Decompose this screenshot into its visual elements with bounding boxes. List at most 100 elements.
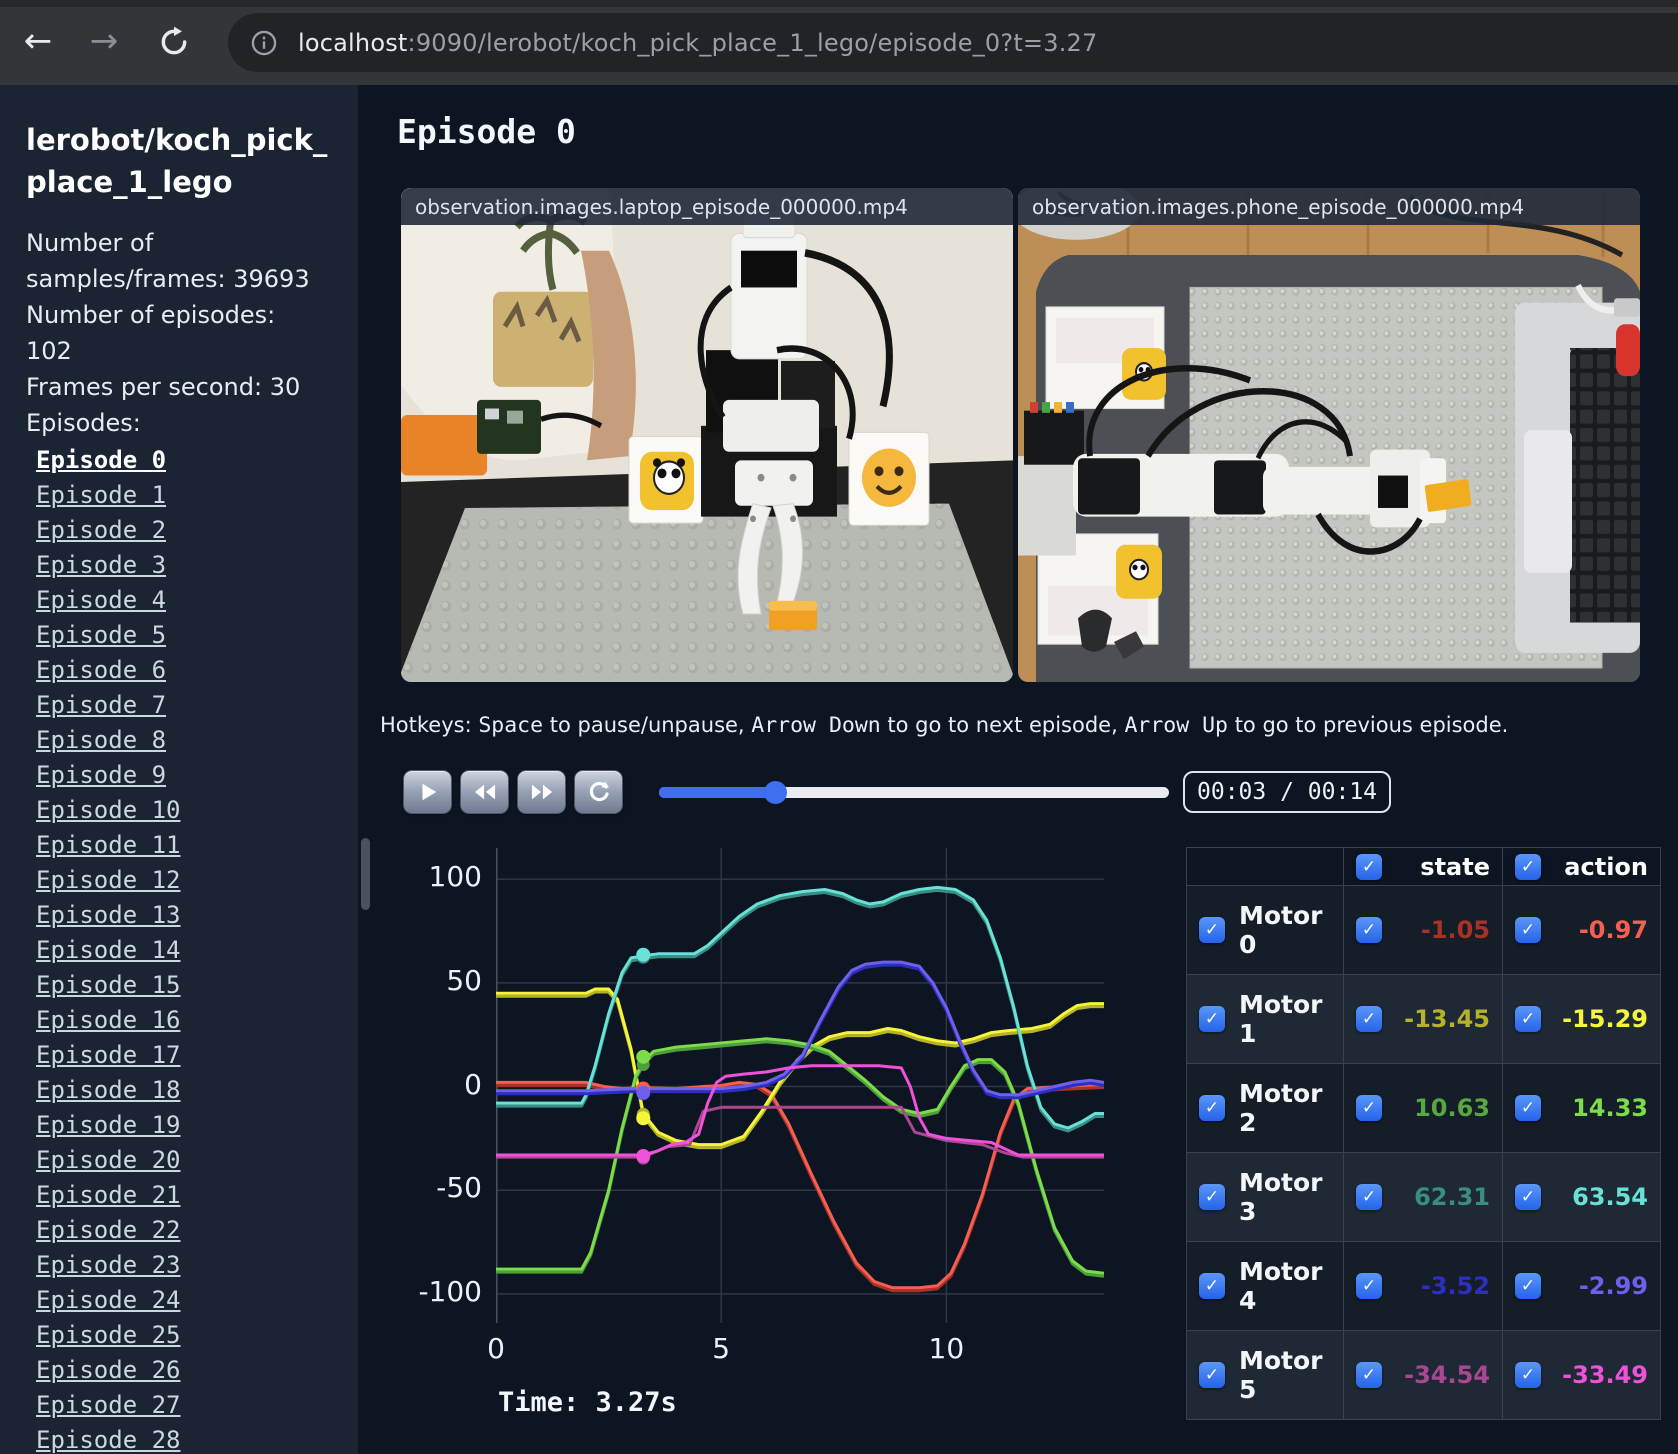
sidebar-episode-link[interactable]: Episode 25	[36, 1321, 181, 1349]
sidebar-episode-link[interactable]: Episode 20	[36, 1146, 181, 1174]
sidebar-episode-link[interactable]: Episode 6	[36, 656, 167, 684]
checkbox-checked[interactable]: ✓	[1199, 1273, 1225, 1299]
checkbox-checked[interactable]: ✓	[1199, 1362, 1225, 1388]
motor-row: ✓ Motor 5 ✓ -34.54 ✓ -33.49	[1186, 1330, 1661, 1420]
episode-row: Episode 23	[36, 1248, 358, 1283]
seek-slider-thumb[interactable]	[763, 780, 787, 804]
motor-action-cell: ✓ -15.29	[1502, 974, 1661, 1064]
rewind-button[interactable]	[460, 770, 509, 814]
checkbox-checked[interactable]: ✓	[1515, 853, 1541, 880]
chart-series-line	[496, 987, 1104, 1147]
chart-series-line	[496, 963, 1104, 1100]
page-title: Episode 0	[397, 112, 576, 151]
sidebar-episode-link[interactable]: Episode 14	[36, 936, 181, 964]
sidebar-episode-link[interactable]: Episode 2	[36, 516, 167, 544]
sidebar-episode-link[interactable]: Episode 8	[36, 726, 167, 754]
site-info-icon[interactable]	[250, 29, 278, 57]
sidebar-episode-link[interactable]: Episode 1	[36, 481, 167, 509]
motor-action-value: -33.49	[1562, 1361, 1648, 1389]
sidebar-episode-link[interactable]: Episode 13	[36, 901, 181, 929]
sidebar-episode-link[interactable]: Episode 3	[36, 551, 167, 579]
sidebar-episode-link[interactable]: Episode 27	[36, 1391, 181, 1419]
sidebar-episode-link[interactable]: Episode 12	[36, 866, 181, 894]
phone-video[interactable]: observation.images.phone_episode_000000.…	[1018, 188, 1640, 682]
motor-label: Motor 5	[1239, 1346, 1323, 1404]
sidebar-episode-link[interactable]: Episode 19	[36, 1111, 181, 1139]
address-bar[interactable]: localhost:9090/lerobot/koch_pick_place_1…	[228, 13, 1678, 72]
sidebar-episode-link[interactable]: Episode 5	[36, 621, 167, 649]
sidebar-episode-link[interactable]: Episode 7	[36, 691, 167, 719]
episode-row: Episode 14	[36, 933, 358, 968]
seek-slider[interactable]	[659, 780, 1169, 804]
y-axis-tick-label: -50	[436, 1171, 482, 1205]
sidebar-episode-link[interactable]: Episode 22	[36, 1216, 181, 1244]
checkbox-checked[interactable]: ✓	[1356, 1184, 1382, 1210]
sidebar-episode-link[interactable]: Episode 10	[36, 796, 181, 824]
chart-series-line	[496, 1037, 1104, 1275]
episode-row: Episode 15	[36, 968, 358, 1003]
episode-list: Episode 0 Episode 1 Episode 2 Episode 3 Epis…	[26, 443, 358, 1454]
sidebar-episode-link[interactable]: Episode 24	[36, 1286, 181, 1314]
sidebar-episode-link[interactable]: Episode 0	[36, 446, 167, 474]
checkbox-checked[interactable]: ✓	[1515, 917, 1541, 943]
motor-action-value: 63.54	[1572, 1183, 1648, 1211]
motor-row: ✓ Motor 1 ✓ -13.45 ✓ -15.29	[1186, 974, 1661, 1064]
back-button[interactable]: ←	[23, 21, 53, 61]
checkbox-checked[interactable]: ✓	[1356, 853, 1382, 880]
checkbox-checked[interactable]: ✓	[1356, 1095, 1382, 1121]
episode-row: Episode 17	[36, 1038, 358, 1073]
motor-label-cell: ✓ Motor 0	[1186, 885, 1344, 975]
sidebar-episode-link[interactable]: Episode 23	[36, 1251, 181, 1279]
checkbox-checked[interactable]: ✓	[1356, 1273, 1382, 1299]
play-button[interactable]	[403, 770, 452, 814]
loop-button[interactable]	[574, 770, 623, 814]
video-panels: observation.images.laptop_episode_000000…	[401, 188, 1640, 682]
loop-icon	[589, 781, 609, 802]
checkbox-checked[interactable]: ✓	[1356, 1362, 1382, 1388]
forward-button[interactable]: →	[89, 21, 119, 61]
chart-series-line	[496, 1064, 1104, 1157]
checkbox-checked[interactable]: ✓	[1515, 1273, 1541, 1299]
sidebar-episode-link[interactable]: Episode 11	[36, 831, 181, 859]
scrollbar-thumb[interactable]	[361, 838, 370, 910]
sidebar-episode-link[interactable]: Episode 15	[36, 971, 181, 999]
checkbox-checked[interactable]: ✓	[1515, 1095, 1541, 1121]
sidebar-episode-link[interactable]: Episode 26	[36, 1356, 181, 1384]
info-fps: Frames per second: 30	[26, 373, 301, 401]
episodes-label: Episodes:	[26, 409, 141, 437]
motor-label-cell: ✓ Motor 5	[1186, 1330, 1344, 1420]
sidebar-episode-link[interactable]: Episode 9	[36, 761, 167, 789]
checkbox-checked[interactable]: ✓	[1199, 1095, 1225, 1121]
motors-chart[interactable]	[496, 848, 1104, 1323]
laptop-video-frame	[401, 188, 1013, 682]
laptop-video-caption: observation.images.laptop_episode_000000…	[401, 188, 1013, 225]
motor-action-value: -0.97	[1578, 916, 1648, 944]
sidebar-episode-link[interactable]: Episode 28	[36, 1426, 181, 1454]
dataset-title: lerobot/koch_pick_place_1_lego	[26, 123, 328, 199]
checkbox-checked[interactable]: ✓	[1199, 1184, 1225, 1210]
fast-forward-button[interactable]	[517, 770, 566, 814]
checkbox-checked[interactable]: ✓	[1356, 1006, 1382, 1032]
checkbox-checked[interactable]: ✓	[1515, 1362, 1541, 1388]
checkbox-checked[interactable]: ✓	[1515, 1006, 1541, 1032]
play-icon	[422, 783, 436, 801]
checkbox-checked[interactable]: ✓	[1356, 917, 1382, 943]
sidebar-episode-link[interactable]: Episode 17	[36, 1041, 181, 1069]
sidebar-episode-link[interactable]: Episode 4	[36, 586, 167, 614]
sidebar-episode-link[interactable]: Episode 16	[36, 1006, 181, 1034]
episode-row: Episode 1	[36, 478, 358, 513]
motors-table-body: ✓ state ✓ action ✓ Motor 0 ✓ -1.05 ✓ -0.97 ✓ Motor …	[1186, 847, 1661, 1420]
laptop-video[interactable]: observation.images.laptop_episode_000000…	[401, 188, 1013, 682]
checkbox-checked[interactable]: ✓	[1515, 1184, 1541, 1210]
y-axis-tick-label: 0	[464, 1067, 482, 1101]
episode-row: Episode 20	[36, 1143, 358, 1178]
motor-state-value: -34.54	[1404, 1361, 1490, 1389]
checkbox-checked[interactable]: ✓	[1199, 1006, 1225, 1032]
episode-row: Episode 11	[36, 828, 358, 863]
checkbox-checked[interactable]: ✓	[1199, 917, 1225, 943]
sidebar-episode-link[interactable]: Episode 18	[36, 1076, 181, 1104]
sidebar-episode-link[interactable]: Episode 21	[36, 1181, 181, 1209]
motor-row: ✓ Motor 0 ✓ -1.05 ✓ -0.97	[1186, 885, 1661, 975]
reload-button[interactable]	[152, 26, 196, 67]
